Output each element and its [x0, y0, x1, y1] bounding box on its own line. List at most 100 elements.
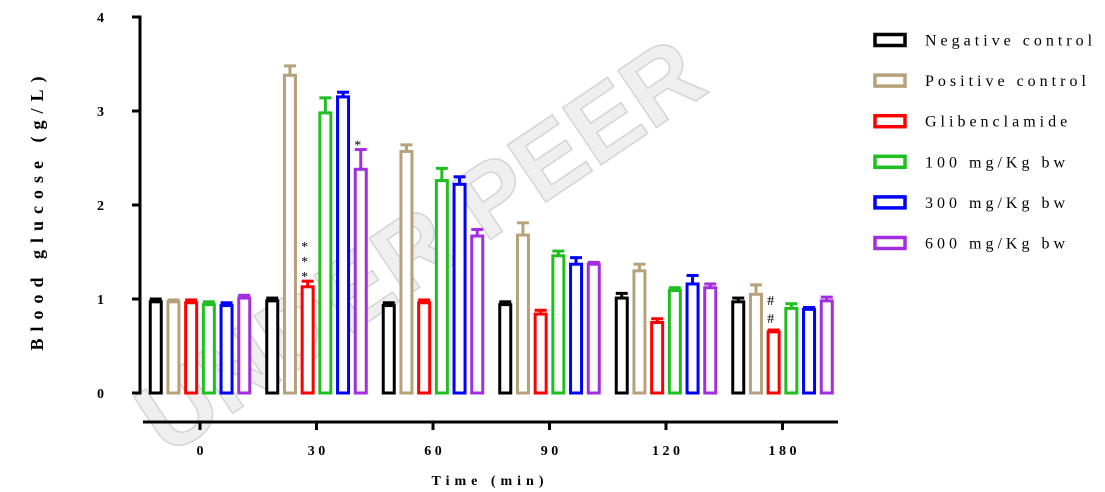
bar-600-mg-kg-bw-t30 [353, 167, 368, 395]
bar-positive-control-t120 [632, 269, 647, 395]
error-bar-positive-control-t120 [633, 262, 646, 271]
y-tick-label: 2 [97, 199, 104, 214]
bar-300-mg-kg-bw-t120 [685, 282, 700, 395]
y-tick-label: 4 [97, 11, 104, 26]
bar-positive-control-t90 [515, 233, 530, 395]
legend-item-600-mg-kg-bw: 600 mg/Kg bw [873, 235, 1069, 253]
watermark-layer: UNDER PEER [116, 16, 724, 477]
bar-glibenclamide-t60 [417, 301, 432, 395]
significance-mark: # [767, 312, 774, 327]
error-bar-glibenclamide-t60 [418, 298, 431, 303]
error-bar-300-mg-kg-bw-t30 [337, 90, 350, 97]
significance-mark: * [354, 139, 361, 154]
error-bar-300-mg-kg-bw-t0 [220, 301, 233, 306]
bar-300-mg-kg-bw-t180 [802, 307, 817, 395]
legend-label: 600 mg/Kg bw [925, 236, 1069, 253]
legend-label: 300 mg/Kg bw [925, 195, 1069, 212]
bar-negative-control-t180 [731, 300, 746, 395]
error-bar-negative-control-t30 [266, 296, 279, 301]
bar-100-mg-kg-bw-t90 [551, 254, 566, 395]
error-bar-600-mg-kg-bw-t60 [471, 227, 484, 237]
legend-item-positive-control: Positive control [873, 73, 1090, 90]
x-tick-label: 90 [541, 444, 562, 459]
bar-glibenclamide-t180 [766, 330, 781, 395]
error-bar-negative-control-t180 [732, 296, 745, 302]
error-bar-100-mg-kg-bw-t60 [435, 166, 448, 181]
error-bar-negative-control-t60 [382, 301, 395, 306]
x-tick-label: 0 [197, 444, 208, 459]
bar-glibenclamide-t30 [300, 285, 315, 395]
bar-100-mg-kg-bw-t0 [201, 303, 216, 395]
legend-swatch [873, 195, 907, 210]
bar-positive-control-t30 [282, 73, 297, 395]
significance-mark: * [301, 240, 308, 255]
legend-item-300-mg-kg-bw: 300 mg/Kg bw [873, 195, 1069, 212]
bar-glibenclamide-t90 [533, 312, 548, 395]
significance-annotations: ****## [301, 139, 774, 327]
x-tick-label: 120 [652, 444, 684, 459]
legend-swatch [873, 32, 907, 48]
y-tick-label: 0 [97, 387, 104, 402]
bar-positive-control-t0 [166, 300, 181, 395]
bar-100-mg-kg-bw-t120 [667, 289, 682, 395]
legend: Negative control Positive control Glibencl… [873, 32, 1096, 253]
bar-negative-control-t120 [614, 296, 629, 395]
error-bar-600-mg-kg-bw-t30 [354, 148, 367, 170]
error-bar-negative-control-t90 [499, 300, 512, 305]
error-bar-300-mg-kg-bw-t120 [686, 274, 699, 284]
bar-negative-control-t30 [265, 299, 280, 395]
error-bar-glibenclamide-t120 [651, 317, 664, 323]
legend-swatch [873, 235, 907, 251]
bar-600-mg-kg-bw-t90 [586, 262, 601, 395]
error-bar-100-mg-kg-bw-t0 [202, 300, 215, 305]
error-bar-100-mg-kg-bw-t180 [785, 302, 798, 309]
error-bar-positive-control-t180 [749, 283, 762, 295]
significance-mark: * [301, 270, 308, 285]
error-bar-600-mg-kg-bw-t180 [820, 295, 833, 301]
legend-swatch [873, 113, 907, 129]
error-bar-100-mg-kg-bw-t30 [319, 96, 332, 113]
bar-300-mg-kg-bw-t30 [336, 95, 351, 395]
error-bar-300-mg-kg-bw-t180 [803, 305, 816, 310]
bar-negative-control-t60 [381, 304, 396, 395]
error-bar-glibenclamide-t90 [534, 308, 547, 315]
x-axis: 0 30 60 90 120 180 [143, 420, 838, 459]
bar-glibenclamide-t0 [184, 301, 199, 395]
bar-600-mg-kg-bw-t180 [819, 299, 834, 395]
error-bar-positive-control-t30 [283, 64, 296, 76]
bar-negative-control-t90 [498, 303, 513, 395]
error-bar-negative-control-t120 [615, 291, 628, 299]
bar-600-mg-kg-bw-t60 [470, 234, 485, 395]
legend-label: Negative control [925, 33, 1096, 50]
y-tick-label: 1 [97, 293, 104, 308]
bar-600-mg-kg-bw-t120 [703, 286, 718, 395]
legend-label: Glibenclamide [925, 114, 1071, 131]
x-tick-label: 180 [769, 444, 801, 459]
x-tick-label: 60 [424, 444, 445, 459]
legend-label: 100 mg/Kg bw [925, 154, 1069, 171]
bar-300-mg-kg-bw-t0 [219, 304, 234, 395]
error-bar-glibenclamide-t180 [767, 328, 780, 332]
bar-glibenclamide-t120 [650, 321, 665, 395]
bar-100-mg-kg-bw-t180 [784, 306, 799, 395]
legend-item-100-mg-kg-bw: 100 mg/Kg bw [873, 154, 1069, 171]
bar-negative-control-t0 [148, 300, 163, 395]
error-bar-positive-control-t90 [516, 221, 529, 236]
error-bar-300-mg-kg-bw-t60 [453, 175, 466, 185]
bar-300-mg-kg-bw-t90 [569, 262, 584, 395]
bar-100-mg-kg-bw-t60 [434, 179, 449, 395]
error-bar-600-mg-kg-bw-t120 [704, 282, 717, 288]
error-bar-positive-control-t60 [400, 143, 413, 152]
legend-label: Positive control [925, 73, 1090, 90]
bar-positive-control-t60 [399, 149, 414, 395]
error-bar-positive-control-t0 [167, 298, 180, 302]
legend-swatch [873, 154, 907, 170]
bar-300-mg-kg-bw-t60 [452, 182, 467, 395]
legend-item-negative-control: Negative control [873, 32, 1096, 50]
watermark: UNDER PEER [117, 16, 723, 475]
error-bar-glibenclamide-t0 [185, 298, 198, 303]
y-axis: 0 1 2 3 4 [97, 11, 142, 402]
bar-100-mg-kg-bw-t30 [318, 111, 333, 395]
